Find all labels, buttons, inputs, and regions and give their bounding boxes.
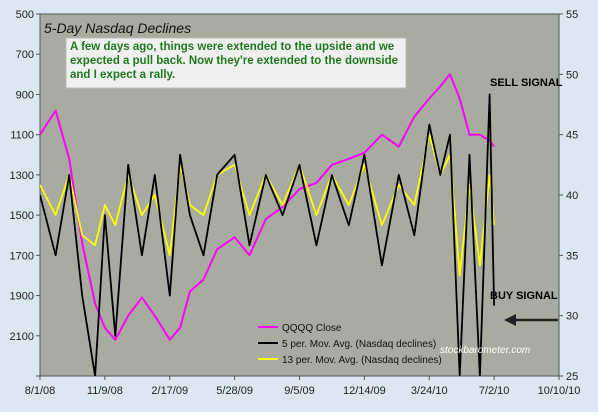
y-axis-left: 500 700 900 1100 1300 1500 1700 1900 2100 [10,9,40,377]
x-tick-label: 8/1/08 [25,385,56,397]
y-left-tick-label: 500 [16,9,34,21]
x-axis: 8/1/08 11/9/08 2/17/09 5/28/09 9/5/09 12/14/0… [25,376,581,397]
y-left-tick-label: 1900 [10,291,34,303]
watermark: stockbarometer.com [440,345,530,356]
y-right-tick-label: 25 [566,371,578,383]
legend: QQQQ Close 5 per. Mov. Avg. (Nasdaq decli… [258,323,442,366]
x-tick-label: 3/24/10 [411,385,448,397]
y-right-tick-label: 40 [566,190,578,202]
x-tick-label: 5/28/09 [216,385,253,397]
annotation-box [65,37,407,89]
x-tick-label: 10/10/10 [538,385,581,397]
legend-label: 13 per. Mov. Avg. (Nasdaq declines) [282,355,442,366]
x-tick-label: 11/9/08 [87,385,123,397]
y-left-tick-label: 1500 [10,210,34,222]
chart-title: 5-Day Nasdaq Declines [44,20,191,36]
y-left-tick-label: 1100 [10,130,34,142]
annotation-text: A few days ago, things were extended to … [70,41,399,81]
x-tick-label: 9/5/09 [284,385,315,397]
y-left-tick-label: 700 [16,49,34,61]
sell-signal-label: SELL SIGNAL [490,77,563,89]
y-left-tick-label: 2100 [10,331,34,343]
buy-signal-label: BUY SIGNAL [490,290,558,302]
y-left-tick-label: 1300 [10,170,34,182]
x-tick-label: 12/14/09 [343,385,386,397]
y-right-tick-label: 50 [566,69,578,81]
series-line-0 [40,73,495,341]
y-axis-right: 55 50 45 40 35 30 25 [559,9,578,383]
y-right-tick-label: 35 [566,250,578,262]
x-tick-label: 2/17/09 [151,385,188,397]
y-right-tick-label: 45 [566,130,578,142]
y-left-tick-label: 900 [16,89,34,101]
series-lines [40,73,495,376]
y-left-tick-label: 1700 [10,250,34,262]
y-right-tick-label: 55 [566,9,578,21]
legend-label: QQQQ Close [282,323,342,334]
y-right-tick-label: 30 [566,311,578,323]
buy-signal-arrow [504,314,558,326]
series-line-1 [40,93,495,376]
x-tick-label: 7/2/10 [479,385,510,397]
legend-label: 5 per. Mov. Avg. (Nasdaq declines) [282,339,436,350]
